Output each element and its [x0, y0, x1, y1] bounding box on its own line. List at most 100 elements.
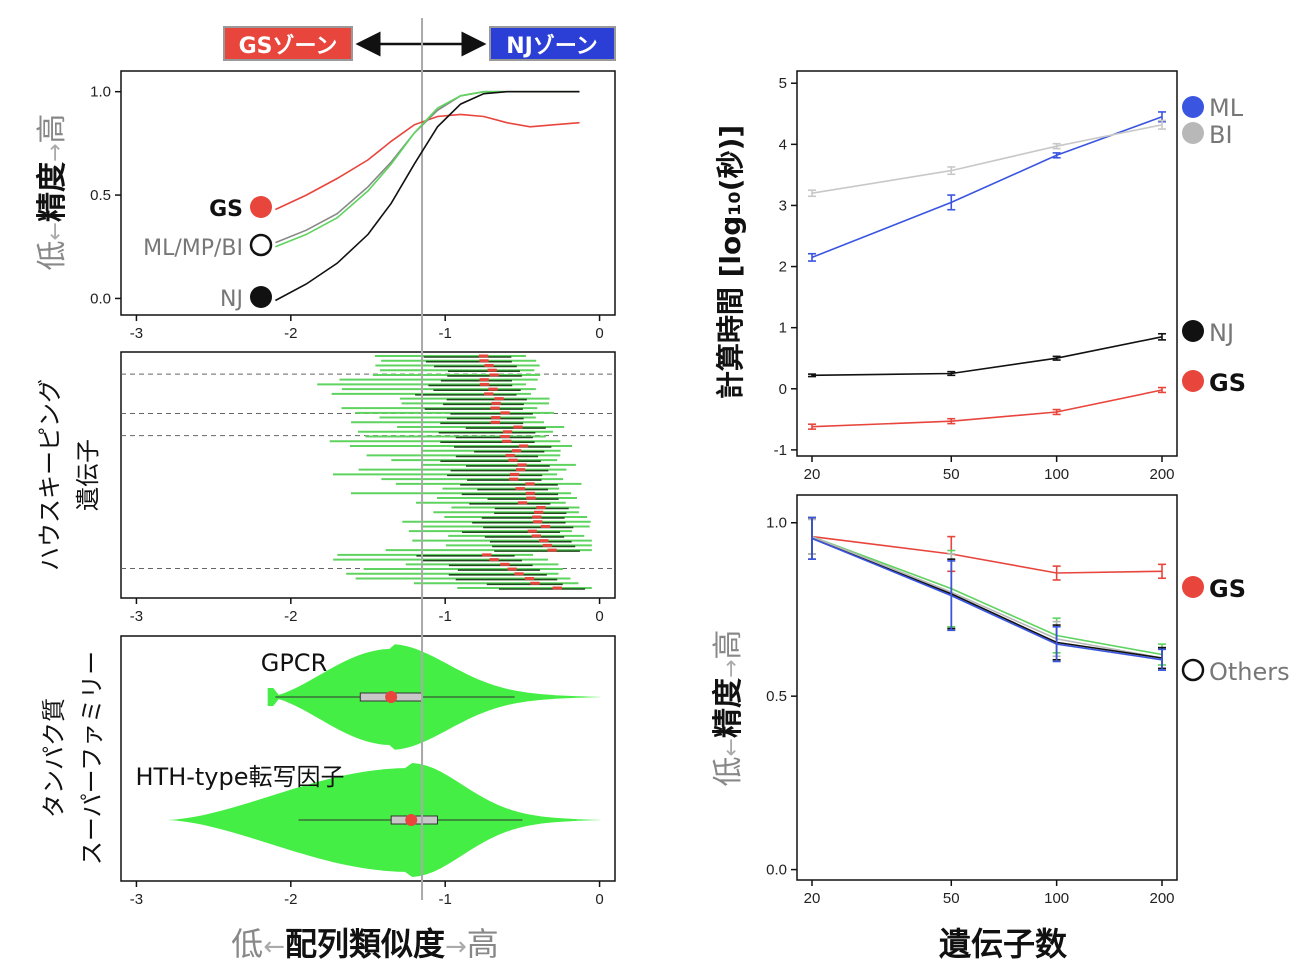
panel-e-accuracy-vs-genes: 0.0 0.5 1.0 20 50 100 200 — [766, 515, 1174, 907]
panel-a-legend: GS ML/MP/BI NJ — [143, 196, 273, 312]
panel-a-ylabel: 低←精度→高 — [35, 114, 70, 271]
x-tick-label: -3 — [130, 325, 143, 342]
series-line-gs — [275, 113, 580, 211]
series-line-ml-mp-bi — [275, 90, 580, 244]
x-tick-label: 0 — [595, 325, 603, 342]
panel-b-ylabel-line1: ハウスキーピング — [36, 379, 64, 571]
legend-mlmpbi-label: ML/MP/BI — [143, 236, 243, 261]
series-line-nj — [275, 90, 580, 302]
x-tick-label: 0 — [595, 608, 603, 625]
right-axis-title: 遺伝子数 — [939, 925, 1068, 963]
legend-others-marker — [1181, 658, 1205, 682]
series-line-nj — [811, 336, 1163, 377]
legend-bi-marker — [1182, 122, 1204, 144]
series-line-other — [811, 535, 1163, 659]
panel-a-frame — [120, 70, 616, 316]
panel-b-housekeeping-genes: -3 -2 -1 0 — [121, 352, 615, 625]
y-tick-label: 0 — [779, 381, 787, 398]
legend-others-label: Others — [1209, 658, 1290, 686]
panel-b-ylabel: ハウスキーピング 遺伝子 — [36, 379, 102, 571]
x-tick-label: 20 — [804, 466, 821, 483]
panel-c-ylabel: タンパク質 スーパーファミリー — [40, 651, 106, 865]
legend-ml-marker — [1182, 96, 1204, 118]
y-tick-label: 0.0 — [766, 862, 787, 879]
x-tick-label: 20 — [804, 890, 821, 907]
series-line-gs — [811, 389, 1163, 428]
x-tick-label: 200 — [1149, 890, 1174, 907]
legend-gs-label-e: GS — [1209, 575, 1246, 603]
legend-bi-label: BI — [1209, 121, 1233, 149]
series-line-other — [811, 535, 1163, 656]
x-tick-label: -1 — [439, 608, 452, 625]
series-line-gs — [811, 535, 1163, 574]
left-axis-title: 低←配列類似度→高 — [231, 925, 499, 963]
gs-zone-label: GSゾーン — [239, 33, 338, 59]
panel-e-frame — [796, 494, 1178, 881]
x-tick-label: -2 — [284, 608, 297, 625]
ylabel-arrow-up: ← — [43, 222, 68, 240]
y-tick-label: 1.0 — [90, 84, 111, 101]
legend-nj-marker-d — [1182, 320, 1204, 342]
ylabel-main: 精度 — [35, 162, 70, 222]
panel-d-legend: ML BI NJ GS — [1182, 94, 1246, 397]
zone-header: GSゾーン NJゾーン — [223, 26, 616, 61]
y-tick-label: 0.0 — [90, 290, 111, 307]
legend-gs-label-d: GS — [1209, 369, 1246, 397]
x-tick-label: 50 — [943, 890, 960, 907]
svg-text:低←精度→高: 低←精度→高 — [711, 630, 746, 787]
x-tick-label: 0 — [595, 891, 603, 908]
legend-gs-marker-d — [1182, 370, 1204, 392]
ylabel-high: 高 — [35, 114, 70, 144]
legend-ml-label: ML — [1209, 94, 1244, 122]
panel-e-legend: GS Others — [1181, 575, 1290, 686]
x-tick-label: 100 — [1044, 466, 1069, 483]
series-line-other — [811, 537, 1163, 661]
series-line-other — [275, 90, 580, 248]
gs-zone-box — [223, 26, 353, 61]
panel-e-ylabel: 低←精度→高 — [711, 630, 746, 787]
x-tick-label: 200 — [1149, 466, 1174, 483]
y-tick-label: 0.5 — [90, 187, 111, 204]
violin-median — [385, 691, 398, 703]
legend-nj-marker — [250, 286, 272, 308]
y-tick-label: -1 — [774, 442, 787, 459]
legend-gs-marker-e — [1182, 576, 1204, 598]
y-tick-label: 2 — [779, 259, 787, 276]
x-tick-label: -1 — [439, 325, 452, 342]
y-tick-label: 3 — [779, 197, 787, 214]
x-tick-label: -3 — [130, 891, 143, 908]
legend-gs-label: GS — [209, 197, 243, 222]
series-line-bi — [811, 124, 1163, 194]
panel-d-ylabel-text: 計算時間 [log₁₀(秒)] — [714, 125, 747, 399]
panel-c-frame — [120, 635, 616, 882]
panel-b-ylabel-line2: 遺伝子 — [74, 439, 102, 511]
y-tick-label: 0.5 — [766, 688, 787, 705]
x-tick-label: -2 — [284, 891, 297, 908]
legend-nj-label: NJ — [220, 287, 243, 312]
x-tick-label: -3 — [130, 608, 143, 625]
y-tick-label: 4 — [779, 136, 787, 153]
ylabel-arrow-down: → — [43, 144, 68, 162]
series-line-ml — [811, 116, 1163, 259]
legend-mlmpbi-marker — [249, 233, 273, 257]
x-tick-label: -2 — [284, 325, 297, 342]
svg-text:低←精度→高: 低←精度→高 — [35, 114, 70, 271]
legend-gs-marker — [250, 196, 272, 218]
violin-label: GPCR — [261, 649, 328, 677]
x-tick-label: 100 — [1044, 890, 1069, 907]
nj-zone-label: NJゾーン — [506, 33, 598, 59]
panel-d-ylabel: 計算時間 [log₁₀(秒)] — [714, 125, 747, 399]
violin-label: HTH-type転写因子 — [135, 763, 344, 791]
panel-b-frame — [120, 351, 616, 599]
ylabel-low: 低 — [35, 240, 70, 270]
y-tick-label: 5 — [779, 75, 787, 92]
panel-d-frame — [796, 70, 1178, 457]
panel-d-computation-time: -1 0 1 2 3 4 5 20 50 100 200 — [774, 75, 1175, 483]
violin-median — [405, 814, 418, 826]
y-tick-label: 1.0 — [766, 515, 787, 532]
y-tick-label: 1 — [779, 320, 787, 337]
panel-c-protein-superfamily: -3 -2 -1 0 GPCR HTH-type転写因子 — [130, 636, 604, 908]
legend-nj-label-d: NJ — [1209, 319, 1234, 347]
x-tick-label: -1 — [439, 891, 452, 908]
